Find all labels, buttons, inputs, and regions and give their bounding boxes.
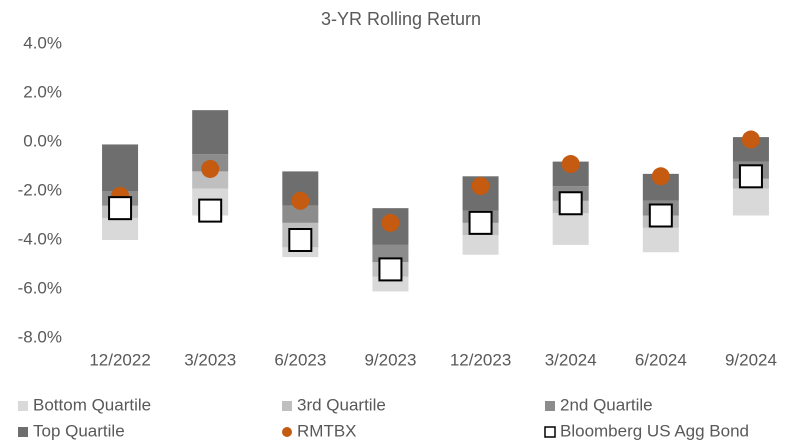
marker (288, 228, 313, 252)
quartile-bar (102, 217, 139, 240)
x-tick-label: 12/2022 (89, 350, 150, 369)
marker (648, 203, 673, 228)
marker (741, 130, 760, 149)
marker (468, 210, 493, 235)
quartile-bar (192, 110, 229, 155)
quartile-bar (102, 144, 139, 191)
legend-swatch (544, 426, 556, 438)
quartile-bar (642, 227, 679, 253)
marker (381, 213, 400, 232)
marker (561, 155, 580, 174)
quartile-bar (552, 213, 589, 245)
chart-title: 3-YR Rolling Return (321, 9, 481, 29)
legend-label: 3rd Quartile (297, 395, 386, 414)
legend-swatch (18, 401, 28, 411)
marker (651, 167, 670, 186)
y-tick-label: 0.0% (23, 131, 62, 150)
quartile-bar (192, 171, 229, 189)
x-tick-label: 9/2024 (725, 350, 777, 369)
x-tick-label: 6/2023 (274, 350, 326, 369)
y-tick-label: -8.0% (18, 327, 62, 346)
legend-swatch (282, 427, 292, 437)
y-tick-label: 2.0% (23, 82, 62, 101)
y-tick-label: -2.0% (18, 180, 62, 199)
x-tick-label: 6/2024 (635, 350, 687, 369)
legend-swatch (545, 401, 555, 411)
y-tick-label: -6.0% (18, 278, 62, 297)
quartile-bar (282, 247, 319, 258)
quartile-bar (732, 188, 769, 216)
quartile-bar (462, 235, 499, 255)
marker (198, 198, 223, 223)
marker (738, 164, 763, 189)
y-tick-label: -4.0% (18, 229, 62, 248)
legend-swatch (18, 427, 28, 437)
marker (291, 191, 310, 210)
x-tick-label: 3/2023 (184, 350, 236, 369)
x-tick-label: 9/2023 (364, 350, 416, 369)
legend-label: Top Quartile (33, 421, 125, 440)
legend-swatch (282, 401, 292, 411)
y-tick-label: 4.0% (23, 33, 62, 52)
quartile-bar (282, 205, 319, 223)
legend-label: Bottom Quartile (33, 395, 151, 414)
x-tick-label: 3/2024 (545, 350, 597, 369)
marker (558, 191, 583, 216)
marker (108, 196, 133, 221)
legend-label: Bloomberg US Agg Bond (560, 421, 749, 440)
marker (378, 257, 403, 282)
marker (471, 177, 490, 196)
x-tick-label: 12/2023 (450, 350, 511, 369)
legend-label: RMTBX (297, 421, 357, 440)
marker (201, 159, 220, 178)
legend-label: 2nd Quartile (560, 395, 653, 414)
